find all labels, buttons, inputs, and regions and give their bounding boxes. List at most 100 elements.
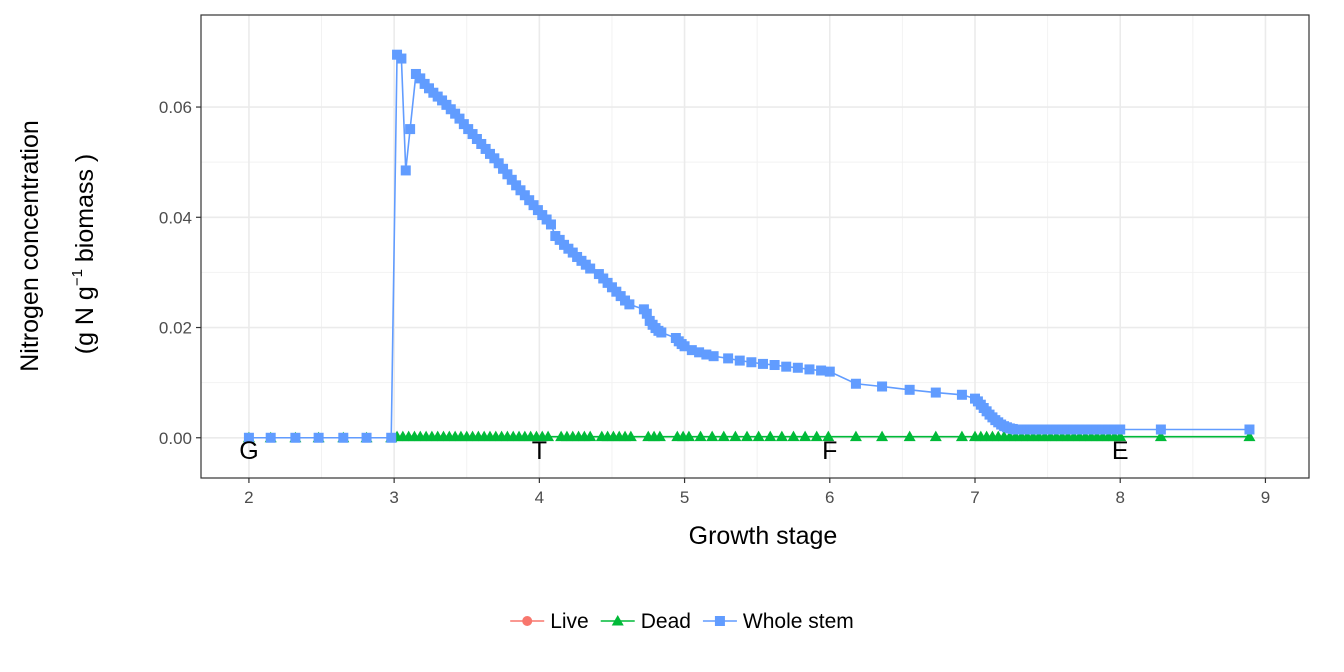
data-point-whole-stem xyxy=(1091,424,1102,435)
data-point-whole-stem xyxy=(1086,424,1097,435)
data-point-whole-stem xyxy=(701,349,712,360)
y-axis-title-line-2: (g N g−1 biomass ) xyxy=(69,154,99,355)
plot-panel-border xyxy=(200,14,1310,479)
y-axis-units-prefix: (g N g xyxy=(71,286,99,354)
stage-label: T xyxy=(532,437,547,465)
data-point-whole-stem xyxy=(400,165,411,176)
data-point-dead xyxy=(1154,430,1167,442)
data-point-whole-stem xyxy=(757,358,768,369)
data-point-dead xyxy=(653,430,666,442)
y-axis-title-line-1: Nitrogen concentration xyxy=(16,120,44,372)
stage-label: G xyxy=(239,437,258,465)
data-point-whole-stem xyxy=(243,432,254,443)
data-point-whole-stem xyxy=(694,347,705,358)
data-point-dead xyxy=(822,430,835,442)
data-point-whole-stem xyxy=(641,308,652,319)
data-point-dead xyxy=(903,430,916,442)
data-point-dead xyxy=(624,430,637,442)
legend: Live Dead Whole stem xyxy=(510,610,854,633)
data-point-whole-stem xyxy=(396,53,407,64)
y-axis-title-units: (g N g−1 biomass ) xyxy=(69,154,99,355)
legend-item-dead: Dead xyxy=(600,610,691,633)
data-point-whole-stem xyxy=(405,124,416,135)
data-point-dead xyxy=(706,430,719,442)
data-point-whole-stem xyxy=(769,360,780,371)
data-point-whole-stem xyxy=(1103,424,1114,435)
data-point-whole-stem xyxy=(877,381,888,392)
data-point-dead xyxy=(955,430,968,442)
data-point-whole-stem xyxy=(265,432,276,443)
series-layer xyxy=(242,49,1256,443)
data-point-whole-stem xyxy=(1045,424,1056,435)
legend-key-marker xyxy=(522,616,533,626)
data-point-whole-stem xyxy=(545,219,556,230)
data-point-whole-stem xyxy=(792,362,803,373)
x-tick-label: 6 xyxy=(825,488,834,507)
data-point-dead xyxy=(752,430,765,442)
data-point-dead xyxy=(741,430,754,442)
data-point-dead xyxy=(1243,430,1256,442)
data-point-whole-stem xyxy=(904,384,915,395)
legend-key-marker xyxy=(611,615,624,626)
data-point-whole-stem xyxy=(1068,424,1079,435)
data-point-whole-stem xyxy=(498,163,509,174)
data-point-dead xyxy=(929,430,942,442)
data-point-whole-stem xyxy=(1155,424,1166,435)
data-point-whole-stem xyxy=(850,378,861,389)
data-point-whole-stem xyxy=(454,113,465,124)
data-point-whole-stem xyxy=(1244,424,1255,435)
legend-item-live: Live xyxy=(510,610,589,633)
plot-panel xyxy=(201,15,1309,478)
data-point-whole-stem xyxy=(1057,424,1068,435)
data-point-whole-stem xyxy=(804,364,815,375)
data-point-whole-stem xyxy=(1109,424,1120,435)
y-tick-label: 0.02 xyxy=(159,319,192,338)
data-point-dead xyxy=(1114,430,1127,442)
data-point-dead xyxy=(717,430,730,442)
legend-item-whole-stem: Whole stem xyxy=(702,610,854,633)
data-point-dead xyxy=(764,430,777,442)
data-point-dead xyxy=(787,430,800,442)
y-axis-title: Nitrogen concentration xyxy=(16,120,44,372)
data-point-whole-stem xyxy=(1074,424,1085,435)
y-axis-units-exponent: −1 xyxy=(69,269,86,286)
data-point-dead xyxy=(775,430,788,442)
data-point-whole-stem xyxy=(415,73,426,84)
y-tick-label: 0.06 xyxy=(159,98,192,117)
data-point-whole-stem xyxy=(734,355,745,366)
y-tick-label: 0.00 xyxy=(159,429,192,448)
data-point-whole-stem xyxy=(361,432,372,443)
legend-label: Live xyxy=(550,610,589,633)
series-dead xyxy=(242,430,1256,443)
x-tick-label: 7 xyxy=(970,488,979,507)
legend-label: Whole stem xyxy=(743,610,854,633)
data-point-dead xyxy=(729,430,742,442)
data-point-whole-stem xyxy=(624,299,635,310)
data-point-whole-stem xyxy=(585,263,596,274)
data-point-whole-stem xyxy=(1115,424,1126,435)
data-point-dead xyxy=(682,430,695,442)
data-point-dead xyxy=(799,430,812,442)
y-axis-units-suffix: biomass ) xyxy=(71,154,99,269)
data-point-whole-stem xyxy=(1033,424,1044,435)
data-point-whole-stem xyxy=(1080,424,1091,435)
data-point-whole-stem xyxy=(313,432,324,443)
y-tick-label: 0.04 xyxy=(159,208,192,227)
stage-label: F xyxy=(822,437,837,465)
x-tick-label: 8 xyxy=(1115,488,1124,507)
data-point-whole-stem xyxy=(1039,424,1050,435)
data-point-whole-stem xyxy=(1051,424,1062,435)
stage-label: E xyxy=(1112,437,1129,465)
data-point-whole-stem xyxy=(686,345,697,356)
data-point-whole-stem xyxy=(493,158,504,169)
data-point-whole-stem xyxy=(386,432,397,443)
data-point-whole-stem xyxy=(824,366,835,377)
data-point-whole-stem xyxy=(338,432,349,443)
x-tick-label: 4 xyxy=(535,488,544,507)
data-point-whole-stem xyxy=(1097,424,1108,435)
x-axis-title: Growth stage xyxy=(689,522,838,550)
data-point-dead xyxy=(810,430,823,442)
x-tick-label: 2 xyxy=(244,488,253,507)
